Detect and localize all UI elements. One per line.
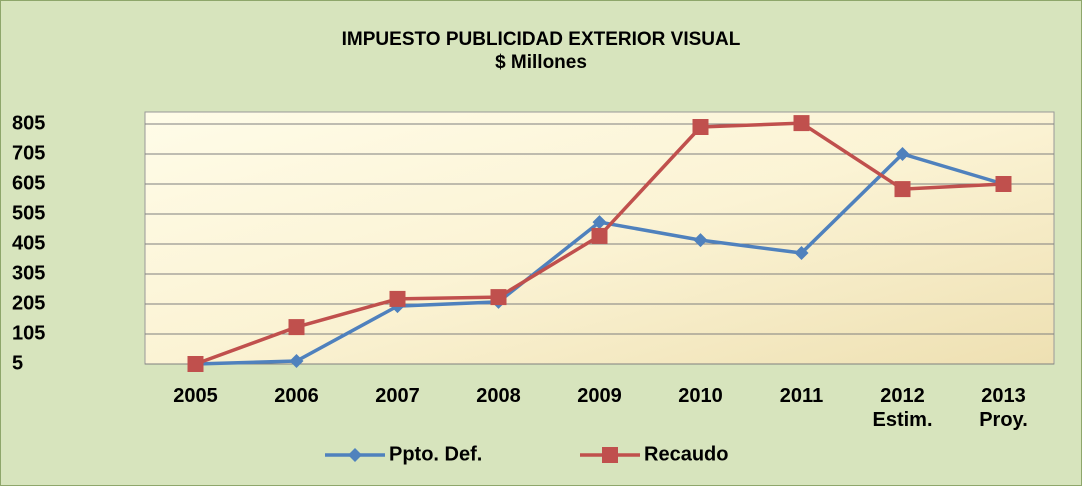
y-tick-label: 305 [12, 262, 45, 284]
x-tick-label: 2011 [779, 385, 824, 407]
y-tick-label: 605 [12, 172, 45, 194]
data-point [894, 181, 911, 198]
x-tick-label: 2009 [577, 385, 622, 407]
x-tick-label: 2013 Proy. [979, 385, 1028, 431]
y-tick-label: 205 [12, 292, 45, 314]
x-tick-label: 2008 [476, 385, 521, 407]
y-tick-label: 405 [12, 232, 45, 254]
x-tick-label: 2006 [274, 385, 319, 407]
data-point [895, 147, 910, 161]
legend-marker [348, 448, 362, 462]
data-point [995, 176, 1012, 192]
data-point [793, 115, 810, 132]
x-tick-label: 2007 [375, 385, 420, 407]
data-point [794, 246, 809, 260]
y-tick-label: 705 [12, 142, 45, 164]
legend-marker [602, 447, 618, 463]
data-point [692, 119, 709, 135]
legend-label: Ppto. Def. [389, 443, 482, 465]
data-point [288, 319, 305, 336]
y-tick-label: 105 [12, 322, 45, 344]
x-tick-label: 2005 [173, 385, 218, 407]
data-point [591, 227, 608, 244]
chart-title: IMPUESTO PUBLICIDAD EXTERIOR VISUAL [342, 29, 741, 50]
y-tick-label: 805 [12, 112, 45, 134]
chart-subtitle: $ Millones [495, 52, 587, 73]
data-point [592, 215, 607, 230]
x-tick-label: 2012 Estim. [872, 385, 933, 431]
legend-label: Recaudo [644, 443, 728, 465]
data-point [490, 289, 507, 306]
data-point [389, 290, 406, 307]
y-tick-label: 505 [12, 202, 45, 224]
data-point [693, 233, 708, 248]
y-tick-label: 5 [12, 352, 23, 374]
data-point [187, 356, 204, 372]
x-tick-label: 2010 [678, 385, 723, 407]
data-point [289, 354, 304, 368]
